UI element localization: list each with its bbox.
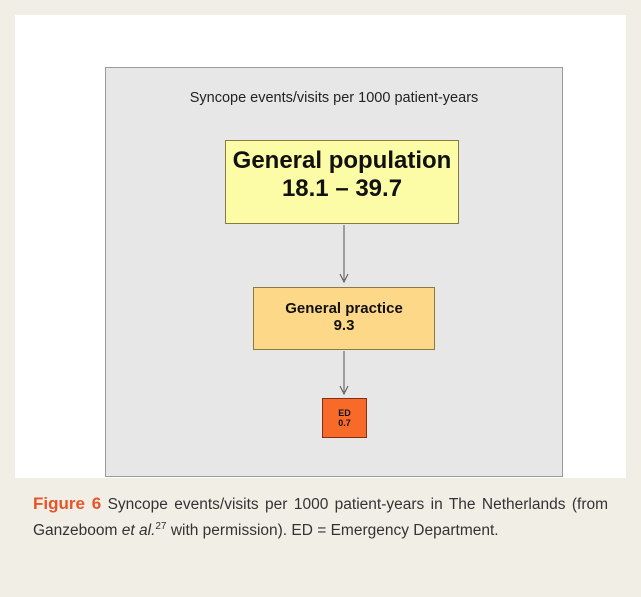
figure-panel: Syncope events/visits per 1000 patient-y…	[15, 15, 626, 478]
caption-text: with permission). ED = Emergency Departm…	[170, 522, 499, 540]
caption: Figure 6 Syncope events/visits per 1000 …	[33, 493, 608, 542]
node: General population 18.1 – 39.7	[225, 140, 459, 224]
node-label: General practice	[285, 300, 403, 317]
figure: Syncope events/visits per 1000 patient-y…	[105, 67, 563, 477]
arrow-head	[339, 273, 349, 284]
node-label: ED	[338, 408, 351, 418]
caption-text: Syncope events/visits per 1000 patient-y…	[33, 496, 609, 540]
figure-title: Syncope events/visits per 1000 patient-y…	[189, 90, 479, 106]
arrow-head	[339, 385, 349, 396]
node-value: 18.1 – 39.7	[281, 174, 403, 202]
node-value: 9.3	[333, 317, 355, 335]
node: ED 0.7	[322, 398, 367, 438]
arrows	[339, 225, 349, 396]
node-label: General population	[232, 147, 452, 174]
node-value: 0.7	[338, 418, 351, 429]
caption-superscript: 27	[155, 521, 167, 532]
caption-label: Figure 6	[33, 494, 102, 513]
node: General practice 9.3	[253, 287, 435, 350]
caption-italic: et al.	[121, 522, 156, 540]
